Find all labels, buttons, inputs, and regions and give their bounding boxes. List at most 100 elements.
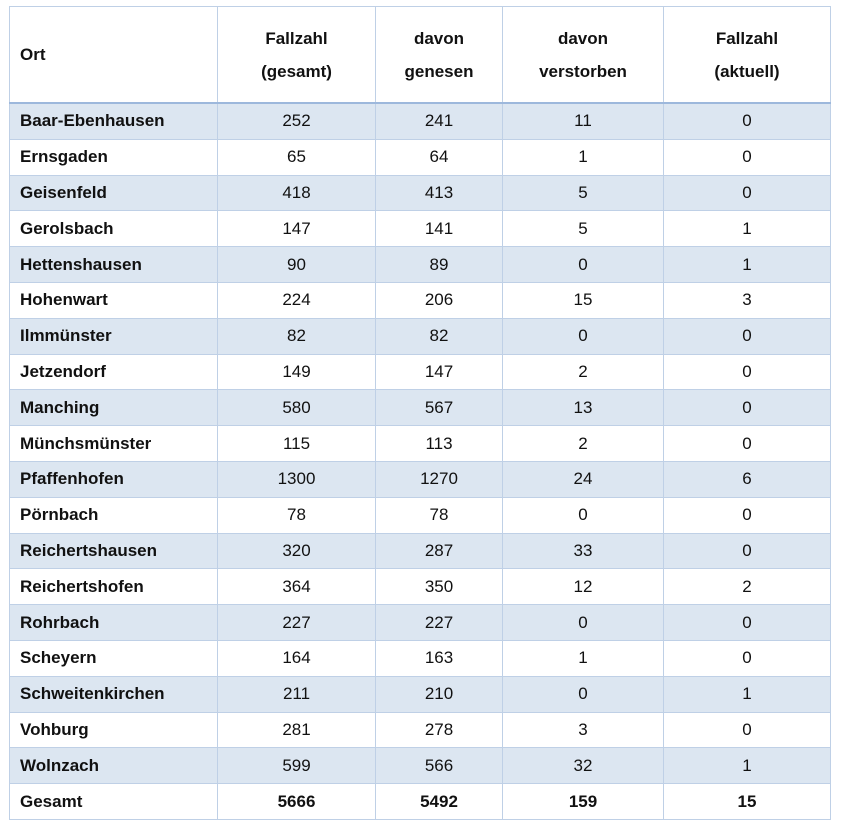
cell-fallzahl-gesamt: 227 [217,604,376,641]
column-header-line: davon [413,28,465,48]
cell-ort: Manching [9,389,218,427]
cell-davon-verstorben: 0 [502,675,664,713]
cell-fallzahl-aktuell: 1 [663,675,831,713]
table-row: Münchsmünster 115 113 2 0 [9,425,831,462]
cell-davon-verstorben: 11 [502,102,664,140]
cell-fallzahl-gesamt: 78 [217,496,376,534]
cell-davon-verstorben: 15 [502,281,664,319]
cell-davon-genesen: 241 [375,102,503,140]
cell-fallzahl-gesamt: 281 [217,711,376,749]
column-header-line: (aktuell) [714,61,780,81]
cell-davon-genesen: 141 [375,210,503,248]
cell-fallzahl-aktuell: 0 [663,711,831,749]
cell-davon-verstorben: 2 [502,353,664,391]
cell-davon-verstorben: 13 [502,389,664,427]
cell-ort: Pfaffenhofen [9,460,218,498]
cell-fallzahl-gesamt: 82 [217,317,376,355]
case-table: Ort Fallzahl (gesamt) davon genesen davon vers… [9,6,831,820]
cell-fallzahl-gesamt: 65 [217,138,376,176]
cell-davon-genesen: 227 [375,604,503,641]
table-row: Pfaffenhofen 1300 1270 24 6 [9,460,831,498]
table-row: Reichertshofen 364 350 12 2 [9,568,831,606]
cell-ort: Jetzendorf [9,353,218,391]
cell-davon-verstorben: 33 [502,532,664,570]
cell-ort: Münchsmünster [9,425,218,462]
cell-fallzahl-aktuell: 1 [663,210,831,248]
column-header-line: Fallzahl [715,28,779,48]
cell-davon-genesen: 78 [375,496,503,534]
cell-davon-verstorben: 1 [502,138,664,176]
cell-ort: Wolnzach [9,747,218,785]
cell-fallzahl-aktuell: 0 [663,389,831,427]
table-row: Rohrbach 227 227 0 0 [9,604,831,641]
cell-fallzahl-aktuell: 0 [663,604,831,641]
table-row: Ernsgaden 65 64 1 0 [9,138,831,176]
table-row: Reichertshausen 320 287 33 0 [9,532,831,570]
cell-fallzahl-gesamt: 164 [217,639,376,677]
cell-ort: Schweitenkirchen [9,675,218,713]
column-header-line: verstorben [539,61,627,81]
table-row: Scheyern 164 163 1 0 [9,639,831,677]
cell-ort: Gerolsbach [9,210,218,248]
header-row: Ort Fallzahl (gesamt) davon genesen davon vers… [9,6,831,104]
cell-davon-genesen: 566 [375,747,503,785]
cell-davon-verstorben: 3 [502,711,664,749]
cell-davon-verstorben: 24 [502,460,664,498]
cell-ort: Gesamt [9,783,218,820]
table-row: Hettenshausen 90 89 0 1 [9,246,831,283]
cell-davon-genesen: 89 [375,246,503,283]
table-row: Manching 580 567 13 0 [9,389,831,427]
cell-ort: Hohenwart [9,281,218,319]
cell-ort: Ernsgaden [9,138,218,176]
table-row: Jetzendorf 149 147 2 0 [9,353,831,391]
cell-davon-genesen: 5492 [375,783,503,820]
cell-davon-verstorben: 1 [502,639,664,677]
column-header-davon-genesen: davon genesen [375,6,503,104]
cell-fallzahl-aktuell: 1 [663,246,831,283]
cell-davon-genesen: 210 [375,675,503,713]
cell-fallzahl-gesamt: 224 [217,281,376,319]
cell-fallzahl-gesamt: 5666 [217,783,376,820]
cell-ort: Baar-Ebenhausen [9,102,218,140]
cell-fallzahl-aktuell: 0 [663,639,831,677]
cell-fallzahl-aktuell: 3 [663,281,831,319]
column-header-line: Fallzahl [265,28,328,48]
table-row: Schweitenkirchen 211 210 0 1 [9,675,831,713]
cell-davon-verstorben: 5 [502,210,664,248]
cell-davon-genesen: 1270 [375,460,503,498]
cell-fallzahl-aktuell: 2 [663,568,831,606]
cell-fallzahl-gesamt: 115 [217,425,376,462]
cell-ort: Ilmmünster [9,317,218,355]
cell-davon-verstorben: 12 [502,568,664,606]
cell-fallzahl-aktuell: 0 [663,532,831,570]
cell-ort: Geisenfeld [9,174,218,212]
cell-davon-genesen: 82 [375,317,503,355]
cell-fallzahl-gesamt: 211 [217,675,376,713]
cell-fallzahl-aktuell: 6 [663,460,831,498]
cell-davon-verstorben: 0 [502,246,664,283]
cell-fallzahl-gesamt: 90 [217,246,376,283]
cell-fallzahl-gesamt: 147 [217,210,376,248]
column-header-line: davon [557,28,609,48]
cell-fallzahl-aktuell: 0 [663,496,831,534]
cell-ort: Reichertshausen [9,532,218,570]
cell-davon-verstorben: 0 [502,317,664,355]
cell-ort: Hettenshausen [9,246,218,283]
cell-fallzahl-aktuell: 15 [663,783,831,820]
cell-ort: Vohburg [9,711,218,749]
cell-fallzahl-gesamt: 580 [217,389,376,427]
table-row: Gerolsbach 147 141 5 1 [9,210,831,248]
cell-fallzahl-aktuell: 1 [663,747,831,785]
column-header-fallzahl-aktuell: Fallzahl (aktuell) [663,6,831,104]
cell-fallzahl-aktuell: 0 [663,174,831,212]
cell-davon-verstorben: 2 [502,425,664,462]
cell-ort: Reichertshofen [9,568,218,606]
column-header-line: Ort [20,45,46,64]
cell-fallzahl-gesamt: 1300 [217,460,376,498]
cell-davon-genesen: 278 [375,711,503,749]
cell-davon-genesen: 287 [375,532,503,570]
cell-davon-genesen: 206 [375,281,503,319]
cell-fallzahl-gesamt: 149 [217,353,376,391]
cell-fallzahl-gesamt: 252 [217,102,376,140]
column-header-fallzahl-gesamt: Fallzahl (gesamt) [217,6,376,104]
